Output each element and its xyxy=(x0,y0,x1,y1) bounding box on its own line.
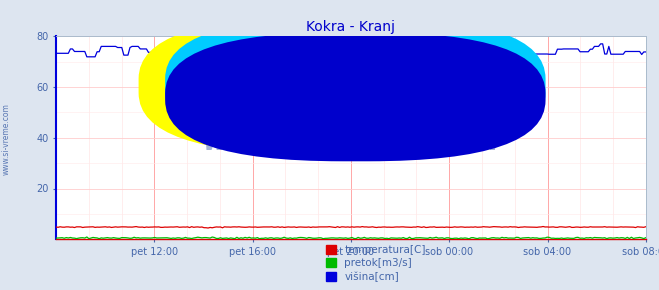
Legend: temperatura[C], pretok[m3/s], višina[cm]: temperatura[C], pretok[m3/s], višina[cm] xyxy=(326,245,426,282)
FancyBboxPatch shape xyxy=(165,32,546,161)
FancyBboxPatch shape xyxy=(138,18,519,154)
FancyBboxPatch shape xyxy=(165,18,546,154)
Title: Kokra - Kranj: Kokra - Kranj xyxy=(306,20,395,34)
Text: www.si-vreme.com: www.si-vreme.com xyxy=(203,128,499,156)
Text: www.si-vreme.com: www.si-vreme.com xyxy=(2,103,11,175)
